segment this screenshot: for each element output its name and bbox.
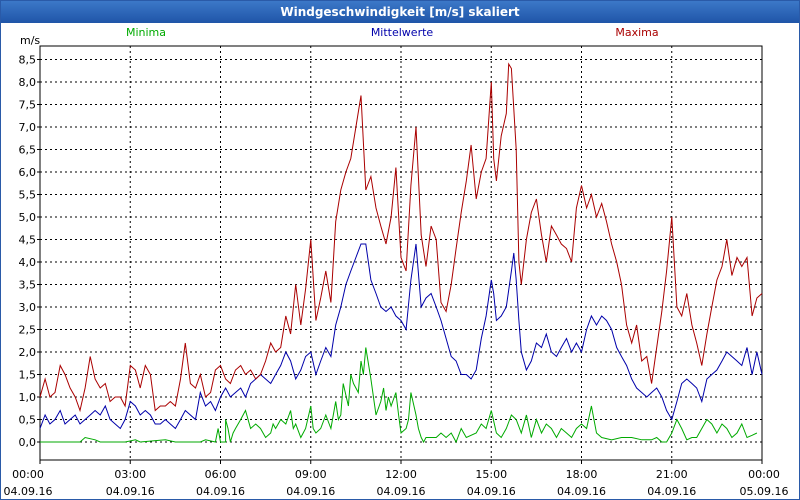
x-tick-label-time: 18:00 (566, 468, 598, 481)
legend-entry-minima: Minima (126, 26, 166, 39)
chart-title: Windgeschwindigkeit [m/s] skaliert (1, 1, 799, 23)
y-tick-label: 8,5 (19, 54, 37, 67)
y-tick-label: 1,5 (19, 369, 37, 382)
x-tick-label-time: 09:00 (295, 468, 327, 481)
x-tick-label-date: 04.09.16 (106, 485, 155, 498)
x-tick-label-time: 00:00 (748, 468, 780, 481)
y-tick-label: 2,0 (19, 346, 37, 359)
x-tick-label-date: 04.09.16 (196, 485, 245, 498)
x-tick-label-date: 04.09.16 (286, 485, 335, 498)
y-tick-label: 1,0 (19, 391, 37, 404)
series-lines (39, 62, 763, 444)
x-tick-label-time: 00:00 (12, 468, 44, 481)
x-tick-label-time: 15:00 (475, 468, 507, 481)
x-tick-label-date: 04.09.16 (647, 485, 696, 498)
series-line-mittelwerte (39, 243, 763, 430)
x-tick-label-date: 04.09.16 (467, 485, 516, 498)
y-tick-label: 7,0 (19, 121, 37, 134)
x-axis: 00:00 04.09.16 03:00 04.09.16 06:00 04.09.16 0… (4, 460, 789, 498)
grid-lines (39, 46, 763, 460)
x-tick-label-time: 06:00 (205, 468, 237, 481)
y-tick-label: 3,5 (19, 279, 37, 292)
y-axis-label: m/s (20, 34, 40, 47)
y-tick-label: 3,0 (19, 301, 37, 314)
y-tick-label: 0,5 (19, 414, 37, 427)
series-line-minima (40, 347, 758, 444)
x-tick-label-date: 04.09.16 (4, 485, 53, 498)
y-tick-label: 4,0 (19, 256, 37, 269)
y-tick-label: 2,5 (19, 324, 37, 337)
y-tick-label: 6,0 (19, 166, 37, 179)
x-tick-label-time: 03:00 (114, 468, 146, 481)
y-axis: 0,0 0,5 1,0 1,5 2,0 2,5 3,0 3,5 4,0 4,5 5,0 5,5 6,0 6… (19, 54, 40, 449)
series-line-maxima (39, 62, 763, 413)
y-tick-label: 6,5 (19, 144, 37, 157)
y-tick-label: 7,5 (19, 99, 37, 112)
x-tick-label-date: 04.09.16 (557, 485, 606, 498)
legend: Minima Mittelwerte Maxima (126, 26, 659, 39)
y-tick-label: 5,0 (19, 211, 37, 224)
x-tick-label-date: 05.09.16 (740, 485, 789, 498)
y-tick-label: 8,0 (19, 76, 37, 89)
legend-entry-maxima: Maxima (615, 26, 658, 39)
legend-entry-mittelwerte: Mittelwerte (371, 26, 434, 39)
x-tick-label-date: 04.09.16 (377, 485, 426, 498)
y-tick-label: 0,0 (19, 436, 37, 449)
x-tick-label-time: 12:00 (385, 468, 417, 481)
y-tick-label: 4,5 (19, 234, 37, 247)
x-tick-label-time: 21:00 (656, 468, 688, 481)
y-tick-label: 5,5 (19, 189, 37, 202)
